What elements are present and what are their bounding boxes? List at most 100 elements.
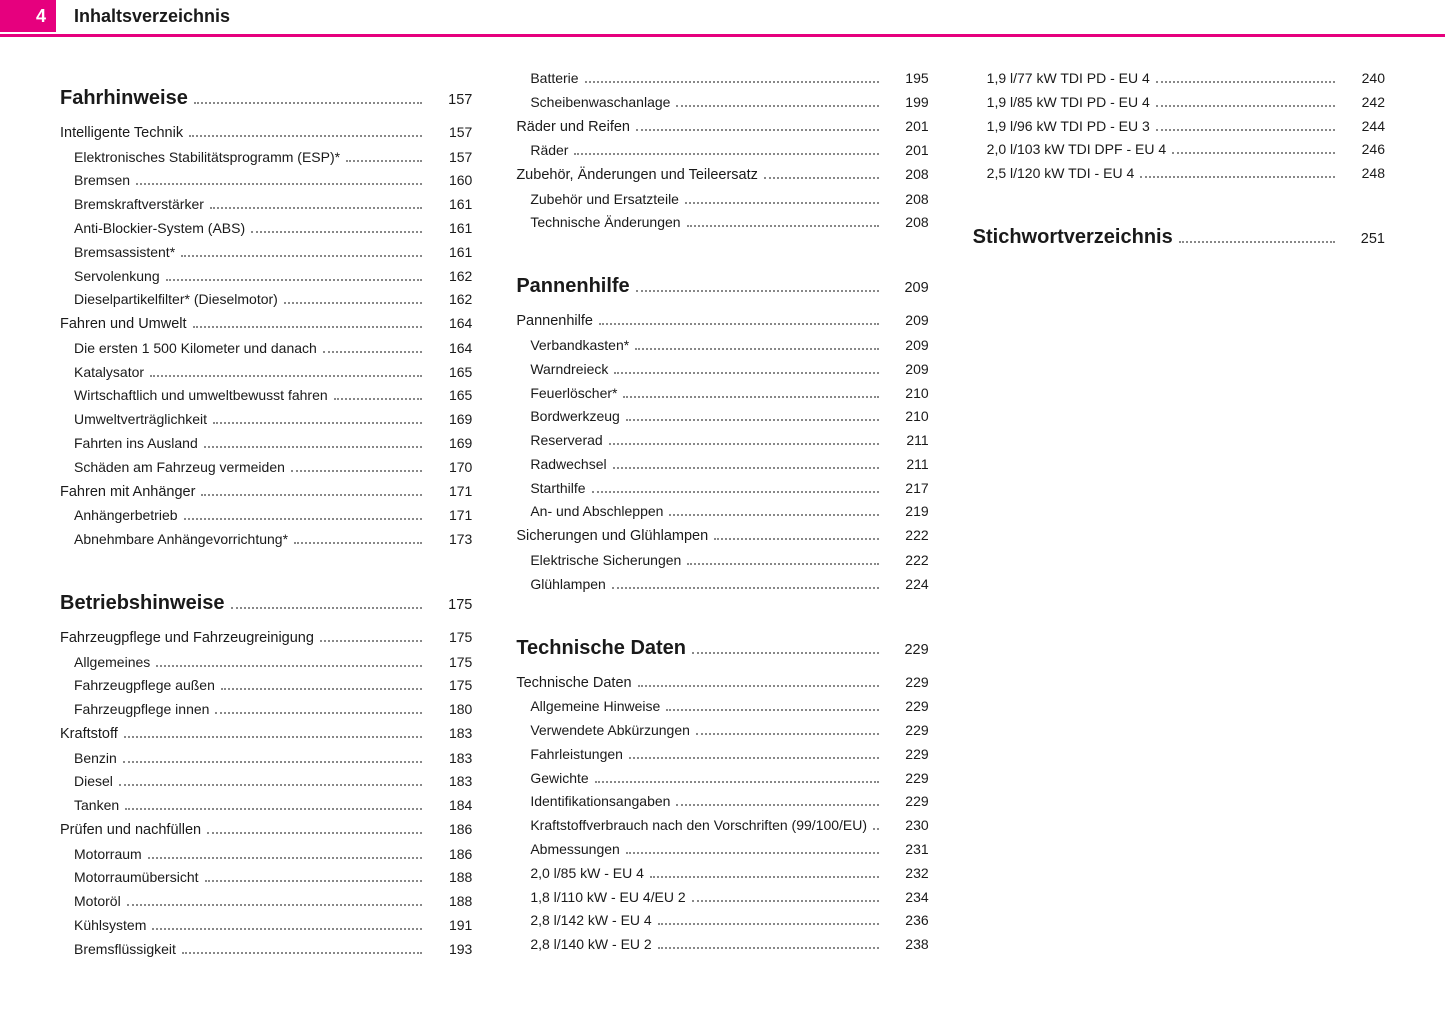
toc-page: 231	[885, 838, 929, 862]
toc-label: Zubehör, Änderungen und Teileersatz	[516, 163, 758, 188]
toc-label: Räder	[530, 139, 568, 163]
toc-entry-sub2: Scheibenwaschanlage199	[516, 91, 928, 115]
toc-leader	[1156, 119, 1335, 130]
toc-entry-sub2: Diesel 183	[60, 770, 472, 794]
toc-leader	[194, 88, 423, 104]
toc-leader	[1156, 96, 1335, 107]
toc-page: 169	[428, 432, 472, 456]
toc-entry-sub1: Intelligente Technik 157	[60, 121, 472, 146]
toc-page: 211	[885, 429, 929, 453]
toc-label: Bremsen	[74, 169, 130, 193]
toc-leader	[685, 192, 879, 203]
toc-entry-sub2: Kraftstoffverbrauch nach den Vorschrifte…	[516, 814, 928, 838]
toc-page: 246	[1341, 138, 1385, 162]
toc-page: 165	[428, 384, 472, 408]
toc-page: 183	[428, 722, 472, 746]
toc-page: 229	[885, 695, 929, 719]
toc-entry-sub2: Anhängerbetrieb171	[60, 504, 472, 528]
toc-leader	[687, 554, 878, 565]
toc-entry-sub1: Fahren und Umwelt 164	[60, 312, 472, 337]
toc-page: 209	[885, 334, 929, 358]
toc-label: Kühlsystem	[74, 914, 146, 938]
toc-leader	[152, 919, 422, 930]
toc-entry-sub2: Räder201	[516, 139, 928, 163]
toc-entry-sub2: 1,9 l/77 kW TDI PD - EU 4240	[973, 67, 1385, 91]
toc-page: 244	[1341, 115, 1385, 139]
toc-page: 157	[428, 146, 472, 170]
toc-entry-sub2: Fahrten ins Ausland169	[60, 432, 472, 456]
toc-entry-sub2: 1,8 l/110 kW - EU 4/EU 2234	[516, 886, 928, 910]
toc-entry-sub2: Glühlampen 224	[516, 573, 928, 597]
section-spacer	[60, 552, 472, 572]
toc-label: Abmessungen	[530, 838, 620, 862]
toc-page: 208	[885, 211, 929, 235]
toc-label: Verwendete Abkürzungen	[530, 719, 690, 743]
toc-page: 224	[885, 573, 929, 597]
toc-leader	[1140, 167, 1335, 178]
toc-page: 175	[428, 651, 472, 675]
toc-leader	[650, 867, 879, 878]
toc-entry-sub1: Fahren mit Anhänger171	[60, 480, 472, 505]
toc-leader	[696, 724, 879, 735]
toc-entry-sub2: Bremskraftverstärker161	[60, 193, 472, 217]
toc-page: 191	[428, 914, 472, 938]
toc-page: 193	[428, 938, 472, 962]
toc-leader	[687, 216, 879, 227]
toc-entry-section: Fahrhinweise157	[60, 81, 472, 115]
toc-entry-sub2: Abnehmbare Anhängevorrichtung*173	[60, 528, 472, 552]
toc-leader	[136, 174, 422, 185]
toc-leader	[636, 276, 879, 292]
toc-label: Tanken	[74, 794, 119, 818]
toc-leader	[346, 150, 422, 161]
toc-page: 183	[428, 770, 472, 794]
toc-label: Fahrleistungen	[530, 743, 623, 767]
toc-page: 184	[428, 794, 472, 818]
toc-label: Fahren und Umwelt	[60, 312, 187, 337]
toc-page: 236	[885, 909, 929, 933]
toc-entry-sub2: Dieselpartikelfilter* (Dieselmotor)162	[60, 288, 472, 312]
toc-entry-sub2: 2,8 l/142 kW - EU 4 236	[516, 909, 928, 933]
toc-leader	[205, 871, 423, 882]
toc-leader	[595, 771, 879, 782]
toc-leader	[1179, 227, 1335, 243]
toc-leader	[629, 748, 879, 759]
page-number: 4	[36, 6, 46, 27]
toc-leader	[635, 339, 878, 350]
toc-leader	[181, 246, 422, 257]
toc-label: Glühlampen	[530, 573, 606, 597]
toc-page: 164	[428, 312, 472, 336]
toc-entry-sub2: Fahrzeugpflege außen175	[60, 674, 472, 698]
toc-page: 232	[885, 862, 929, 886]
toc-entry-sub2: Allgemeines175	[60, 651, 472, 675]
toc-label: Anhängerbetrieb	[74, 504, 178, 528]
toc-page: 188	[428, 866, 472, 890]
toc-entry-section: Pannenhilfe209	[516, 269, 928, 303]
toc-label: Die ersten 1 500 Kilometer und danach	[74, 337, 317, 361]
toc-label: Intelligente Technik	[60, 121, 183, 146]
section-spacer	[516, 597, 928, 617]
toc-label: Diesel	[74, 770, 113, 794]
toc-page: 211	[885, 453, 929, 477]
toc-label: Radwechsel	[530, 453, 606, 477]
toc-label: 2,0 l/103 kW TDI DPF - EU 4	[987, 138, 1166, 162]
toc-label: Anti-Blockier-System (ABS)	[74, 217, 245, 241]
toc-page: 161	[428, 217, 472, 241]
toc-entry-sub2: Identifikationsangaben229	[516, 790, 928, 814]
toc-leader	[658, 914, 879, 925]
toc-page: 157	[428, 121, 472, 145]
toc-leader	[676, 795, 878, 806]
toc-label: 1,9 l/77 kW TDI PD - EU 4	[987, 67, 1150, 91]
toc-leader	[873, 819, 879, 830]
toc-entry-sub2: Batterie195	[516, 67, 928, 91]
toc-label: 2,8 l/142 kW - EU 4	[530, 909, 651, 933]
toc-leader	[636, 119, 879, 131]
toc-label: Feuerlöscher*	[530, 382, 617, 406]
toc-label: Reserverad	[530, 429, 602, 453]
toc-page: 238	[885, 933, 929, 957]
toc-page: 210	[885, 405, 929, 429]
toc-page: 209	[885, 309, 929, 333]
toc-leader	[692, 638, 879, 654]
toc-entry-sub2: Bremsassistent*161	[60, 241, 472, 265]
toc-label: Betriebshinweise	[60, 586, 225, 620]
toc-label: 1,9 l/96 kW TDI PD - EU 3	[987, 115, 1150, 139]
